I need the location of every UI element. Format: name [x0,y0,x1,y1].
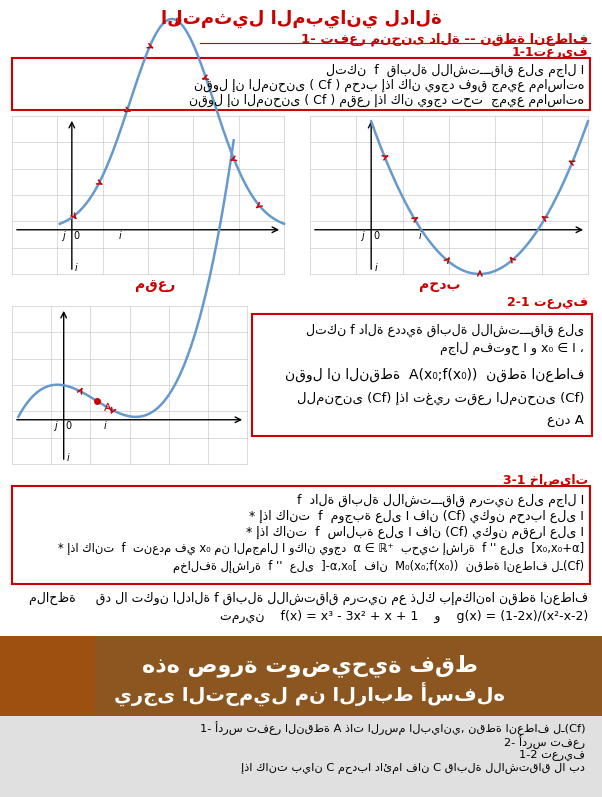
Text: 1-1تعريف: 1-1تعريف [511,46,588,59]
Text: 2-1 تعريف: 2-1 تعريف [507,296,588,309]
Text: 1- تفعر منحنى دالة -- نقطة انعطاف: 1- تفعر منحنى دالة -- نقطة انعطاف [301,32,588,45]
Text: 0: 0 [74,231,80,241]
Text: f  دالة قابلة للاشتـــقاق مرتين على مجال I: f دالة قابلة للاشتـــقاق مرتين على مجال … [297,494,584,507]
Bar [12,58,590,110]
Text: 3-1 خاصيات: 3-1 خاصيات [503,474,588,487]
Text: نقول إن المنحنى ( Cf ) مقعر إذا كان يوجد تحت  جميع مماساته: نقول إن المنحنى ( Cf ) مقعر إذا كان يوجد… [189,94,584,108]
Text: لتكن f دالة عددية قابلة للاشتـــقاق على: لتكن f دالة عددية قابلة للاشتـــقاق على [306,324,584,337]
Text: عند A: عند A [547,414,584,427]
Text: يرجى التحميل من الرابط أسفله: يرجى التحميل من الرابط أسفله [114,682,506,706]
Text: التمثيل المبياني لدالة: التمثيل المبياني لدالة [161,10,441,28]
Text: i: i [67,453,69,463]
Text: إذا كانت بيان C محدبا دائما فان C قابلة للاشتقاق لا بد: إذا كانت بيان C محدبا دائما فان C قابلة … [241,763,585,774]
Text: * إذا كانت  f  موجبة على I فان (Cf) يكون محدبا على I: * إذا كانت f موجبة على I فان (Cf) يكون م… [249,510,584,524]
Bar [0,636,602,716]
Text: مجال مفتوح I و x₀ ∈ I ،: مجال مفتوح I و x₀ ∈ I ، [440,342,584,355]
Text: 0: 0 [66,421,72,430]
Text: مقعر: مقعر [135,278,175,292]
Text: i: i [118,231,121,241]
Text: i: i [104,421,107,430]
Bar [12,486,590,584]
Text: ملاحظة     قد لا تكون الدالة f قابلة للاشتقاق مرتين مع ذلك بإمكانها نقطة انعطاف: ملاحظة قد لا تكون الدالة f قابلة للاشتقا… [29,592,588,605]
Text: هذه صورة توضيحية فقط: هذه صورة توضيحية فقط [142,654,478,677]
Text: تمرين    f(x) = x³ - 3x² + x + 1    و    g(x) = (1-2x)/(x²-x-2): تمرين f(x) = x³ - 3x² + x + 1 و g(x) = (… [220,610,588,623]
Text: j: j [361,231,364,241]
Text: للمنحنى (Cf) إذا تغير تقعر المنحنى (Cf): للمنحنى (Cf) إذا تغير تقعر المنحنى (Cf) [297,392,584,406]
Bar [252,314,592,436]
Bar [0,636,95,716]
Text: 0: 0 [373,231,379,241]
Text: i: i [374,263,377,273]
Text: j: j [62,231,65,241]
Text: لتكن  f  قابلة للاشتـــقاق على مجال I: لتكن f قابلة للاشتـــقاق على مجال I [326,64,584,77]
Text: 1-2 تعريف: 1-2 تعريف [519,749,585,760]
Bar [0,716,602,797]
Text: محدب: محدب [419,278,461,292]
Text: * إذا كانت  f  سالبة على I فان (Cf) يكون مقعرا على I: * إذا كانت f سالبة على I فان (Cf) يكون م… [246,526,584,540]
Text: مخالفة لإشارة  f ''  على  ]-α,x₀[  فان  M₀(x₀;f(x₀))  نقطة انعطاف لـ(Cf): مخالفة لإشارة f '' على ]-α,x₀[ فان M₀(x₀… [173,560,584,573]
Text: i: i [75,263,78,273]
Text: نقول ان النقطة  A(x₀;f(x₀))  نقطة انعطاف: نقول ان النقطة A(x₀;f(x₀)) نقطة انعطاف [285,368,584,383]
Text: نقول إن المنحنى ( Cf ) محدب إذا كان يوجد فوق جميع مماساته: نقول إن المنحنى ( Cf ) محدب إذا كان يوجد… [193,79,584,92]
Text: i: i [418,231,421,241]
Text: 1- أدرس تفعر النقطة A ذات الرسم البياني, نقطة انعطاف لـ(Cf): 1- أدرس تفعر النقطة A ذات الرسم البياني,… [199,721,585,735]
Text: j: j [54,421,57,430]
Text: * إذا كانت  f  تنعدم في x₀ من المجمال I وكان يوجد  α ∈ ℝ⁺  بحيث إشارة  f '' على : * إذا كانت f تنعدم في x₀ من المجمال I وك… [58,542,584,555]
Text: 2- أدرس تفعر: 2- أدرس تفعر [504,735,585,749]
Text: A: A [104,402,111,413]
